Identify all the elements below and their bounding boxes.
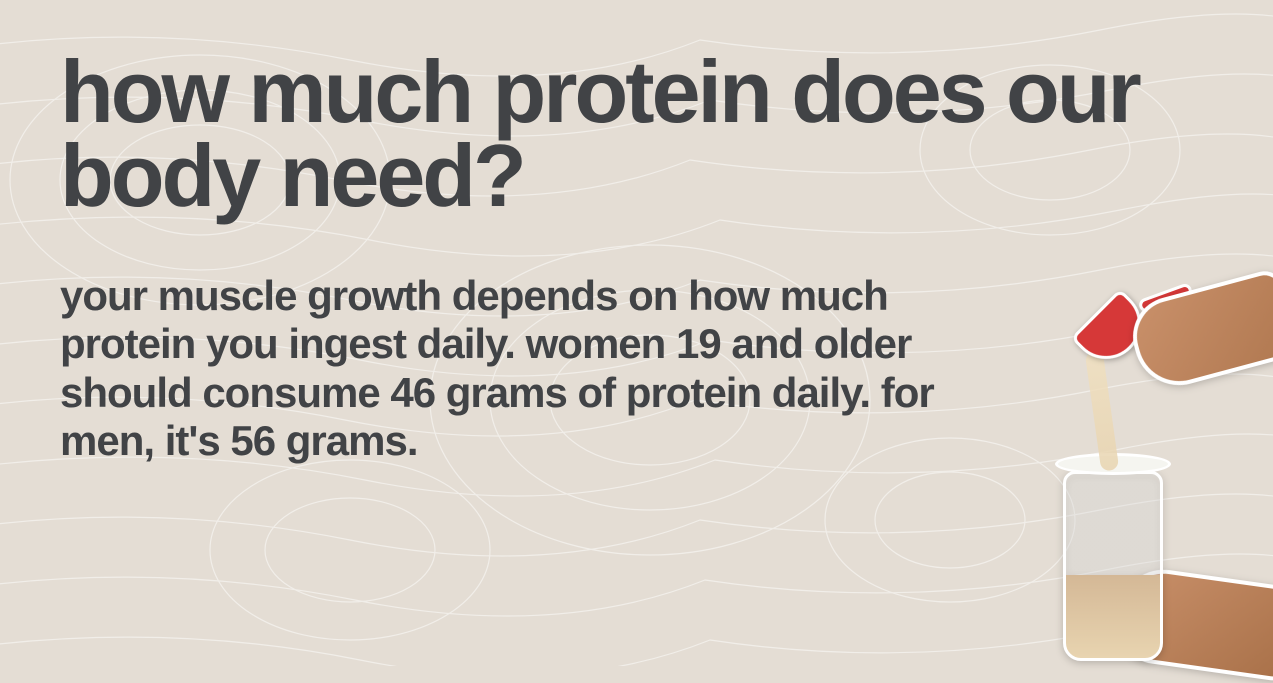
body-paragraph: your muscle growth depends on how much p… <box>60 272 1020 465</box>
shaker-cup <box>1058 461 1168 661</box>
main-heading: how much protein does our body need? <box>60 50 1213 217</box>
protein-scoop-illustration <box>963 266 1273 666</box>
hand-holding-scoop <box>1124 267 1273 395</box>
